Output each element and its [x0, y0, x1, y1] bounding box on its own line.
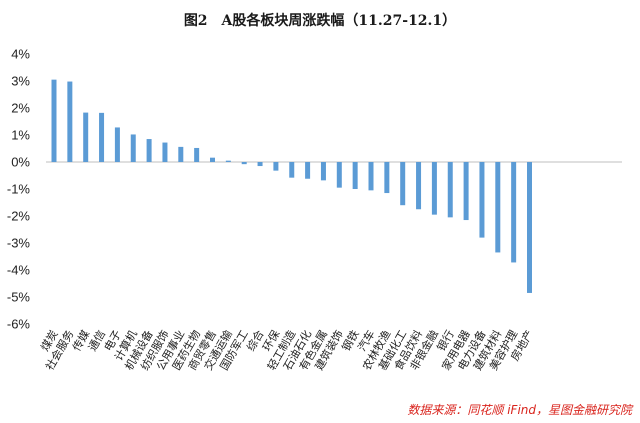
- bar: [257, 162, 263, 167]
- bar: [352, 162, 358, 189]
- y-tick-label: 3%: [11, 74, 30, 89]
- bar: [384, 162, 390, 194]
- bar: [51, 79, 57, 162]
- y-tick-label: 1%: [11, 128, 30, 143]
- y-tick-label: 2%: [11, 101, 30, 116]
- bar: [400, 162, 406, 206]
- y-tick-label: -1%: [7, 182, 31, 197]
- source-note: 数据来源：同花顺 iFind，星图金融研究院: [407, 403, 634, 417]
- bar: [495, 162, 501, 253]
- bar: [447, 162, 453, 218]
- bar: [210, 157, 215, 162]
- bar: [162, 142, 168, 162]
- bars: [51, 79, 532, 293]
- y-tick-label: -3%: [7, 236, 31, 251]
- bar: [99, 112, 105, 162]
- bar: [241, 162, 247, 165]
- bar: [130, 134, 136, 162]
- bar: [225, 160, 231, 162]
- bar: [527, 162, 532, 293]
- bar: [178, 146, 184, 162]
- y-axis: 4% 3% 2% 1% 0% -1% -2% -3% -4% -5% -6%: [7, 47, 31, 332]
- bar: [416, 162, 422, 210]
- bar: [305, 162, 311, 179]
- y-tick-label: -5%: [7, 290, 31, 305]
- bar: [146, 139, 152, 162]
- bar: [273, 162, 279, 171]
- bar: [83, 112, 89, 162]
- bar: [511, 162, 517, 263]
- bar: [320, 162, 326, 181]
- bar: [289, 162, 295, 178]
- bar: [431, 162, 437, 215]
- y-tick-label: -6%: [7, 317, 31, 332]
- y-tick-label: 4%: [11, 47, 30, 62]
- y-tick-label: -4%: [7, 263, 31, 278]
- bar: [194, 147, 200, 162]
- chart-title: 图2 A股各板块周涨跌幅（11.27-12.1）: [184, 12, 456, 29]
- bar: [67, 81, 73, 162]
- bar: [336, 162, 342, 188]
- y-tick-label: -2%: [7, 209, 31, 224]
- bar: [479, 162, 485, 238]
- bar: [368, 162, 374, 191]
- bar: [114, 127, 120, 162]
- bar: [463, 162, 469, 221]
- x-axis-labels: 煤炭社会服务传媒通信电子计算机机械设备纺织服饰公用事业医药生物商贸零售交通运输国…: [38, 328, 536, 373]
- y-tick-label: 0%: [11, 155, 30, 170]
